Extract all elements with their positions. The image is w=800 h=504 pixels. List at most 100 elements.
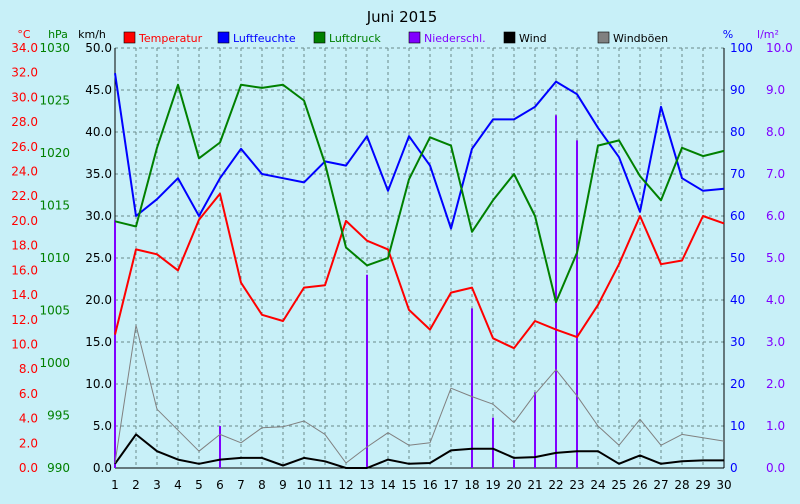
temperature-tick-label: 6.0 bbox=[19, 387, 38, 401]
temperature-tick-label: 30.0 bbox=[11, 90, 38, 104]
pressure-unit-label: hPa bbox=[48, 28, 68, 41]
wind-tick-label: 15.0 bbox=[85, 335, 112, 349]
humidity-tick-label: 10 bbox=[730, 419, 745, 433]
pressure-tick-label: 1025 bbox=[39, 94, 70, 108]
legend-label: Wind bbox=[519, 32, 547, 45]
legend-swatch bbox=[123, 31, 136, 44]
temperature-tick-label: 26.0 bbox=[11, 140, 38, 154]
humidity-tick-label: 100 bbox=[730, 41, 753, 55]
temperature-tick-label: 12.0 bbox=[11, 313, 38, 327]
x-tick-label: 22 bbox=[548, 478, 563, 492]
series-lines bbox=[114, 73, 725, 469]
x-tick-label: 8 bbox=[258, 478, 266, 492]
x-tick-label: 4 bbox=[174, 478, 182, 492]
humidity-tick-label: 70 bbox=[730, 167, 745, 181]
temperature-tick-label: 0.0 bbox=[19, 461, 38, 475]
legend-swatch bbox=[503, 31, 516, 44]
x-tick-label: 12 bbox=[338, 478, 353, 492]
x-tick-label: 26 bbox=[632, 478, 647, 492]
x-tick-label: 15 bbox=[401, 478, 416, 492]
x-tick-label: 14 bbox=[380, 478, 395, 492]
temperature-tick-label: 16.0 bbox=[11, 263, 38, 277]
x-tick-label: 20 bbox=[506, 478, 521, 492]
legend: Temperatur Luftfeuchte Luftdruck Niederschl… bbox=[123, 31, 668, 45]
precipitation-tick-label: 8.0 bbox=[766, 125, 785, 139]
temperature-tick-label: 2.0 bbox=[19, 436, 38, 450]
temperature-tick-label: 4.0 bbox=[19, 412, 38, 426]
humidity-tick-label: 0 bbox=[730, 461, 738, 475]
legend-label: Luftdruck bbox=[329, 32, 381, 45]
humidity-tick-label: 90 bbox=[730, 83, 745, 97]
precipitation-tick-label: 7.0 bbox=[766, 167, 785, 181]
precipitation-tick-label: 6.0 bbox=[766, 209, 785, 223]
series-line bbox=[114, 324, 725, 464]
x-tick-label: 10 bbox=[296, 478, 311, 492]
legend-label: Temperatur bbox=[138, 32, 203, 45]
precipitation-tick-label: 0.0 bbox=[766, 461, 785, 475]
humidity-tick-label: 20 bbox=[730, 377, 745, 391]
legend-label: Luftfeuchte bbox=[233, 32, 296, 45]
wind-tick-label: 40.0 bbox=[85, 125, 112, 139]
wind-tick-label: 30.0 bbox=[85, 209, 112, 223]
pressure-tick-label: 1030 bbox=[39, 41, 70, 55]
temperature-unit-label: °C bbox=[17, 28, 31, 41]
wind-tick-label: 35.0 bbox=[85, 167, 112, 181]
temperature-tick-label: 32.0 bbox=[11, 66, 38, 80]
humidity-tick-label: 80 bbox=[730, 125, 745, 139]
x-tick-label: 25 bbox=[611, 478, 626, 492]
pressure-tick-label: 1015 bbox=[39, 199, 70, 213]
x-tick-label: 24 bbox=[590, 478, 605, 492]
x-tick-label: 21 bbox=[527, 478, 542, 492]
x-tick-label: 3 bbox=[153, 478, 161, 492]
legend-swatch bbox=[217, 31, 230, 44]
x-tick-label: 17 bbox=[443, 478, 458, 492]
wind-tick-label: 25.0 bbox=[85, 251, 112, 265]
legend-swatch bbox=[408, 31, 421, 44]
wind-unit-label: km/h bbox=[78, 28, 106, 41]
x-tick-label: 5 bbox=[195, 478, 203, 492]
x-tick-label: 29 bbox=[695, 478, 710, 492]
chart-title: Juni 2015 bbox=[366, 8, 438, 26]
axes: 0.02.04.06.08.010.012.014.016.018.020.02… bbox=[11, 41, 792, 492]
precipitation-tick-label: 9.0 bbox=[766, 83, 785, 97]
temperature-tick-label: 18.0 bbox=[11, 239, 38, 253]
x-tick-label: 7 bbox=[237, 478, 245, 492]
x-tick-label: 30 bbox=[716, 478, 731, 492]
wind-tick-label: 0.0 bbox=[93, 461, 112, 475]
wind-tick-label: 10.0 bbox=[85, 377, 112, 391]
legend-label: Windböen bbox=[613, 32, 668, 45]
series-line bbox=[114, 192, 725, 350]
precipitation-tick-label: 2.0 bbox=[766, 377, 785, 391]
x-tick-label: 13 bbox=[359, 478, 374, 492]
wind-tick-label: 20.0 bbox=[85, 293, 112, 307]
x-tick-label: 28 bbox=[674, 478, 689, 492]
humidity-tick-label: 50 bbox=[730, 251, 745, 265]
temperature-tick-label: 34.0 bbox=[11, 41, 38, 55]
legend-label: Niederschl. bbox=[424, 32, 486, 45]
series-line bbox=[114, 83, 725, 304]
humidity-tick-label: 40 bbox=[730, 293, 745, 307]
x-tick-label: 18 bbox=[464, 478, 479, 492]
precipitation-tick-label: 3.0 bbox=[766, 335, 785, 349]
wind-tick-label: 50.0 bbox=[85, 41, 112, 55]
pressure-tick-label: 1010 bbox=[39, 251, 70, 265]
x-tick-label: 2 bbox=[132, 478, 140, 492]
x-tick-label: 16 bbox=[422, 478, 437, 492]
x-tick-label: 27 bbox=[653, 478, 668, 492]
x-tick-label: 23 bbox=[569, 478, 584, 492]
pressure-tick-label: 1005 bbox=[39, 304, 70, 318]
pressure-tick-label: 995 bbox=[47, 409, 70, 423]
temperature-tick-label: 22.0 bbox=[11, 189, 38, 203]
precipitation-bars bbox=[114, 115, 578, 468]
pressure-tick-label: 990 bbox=[47, 461, 70, 475]
series-line bbox=[114, 433, 724, 469]
precipitation-tick-label: 10.0 bbox=[766, 41, 793, 55]
precipitation-tick-label: 4.0 bbox=[766, 293, 785, 307]
temperature-tick-label: 20.0 bbox=[11, 214, 38, 228]
series-line bbox=[114, 73, 725, 230]
precipitation-unit-label: l/m² bbox=[757, 28, 779, 41]
pressure-tick-label: 1000 bbox=[39, 356, 70, 370]
x-tick-label: 19 bbox=[485, 478, 500, 492]
